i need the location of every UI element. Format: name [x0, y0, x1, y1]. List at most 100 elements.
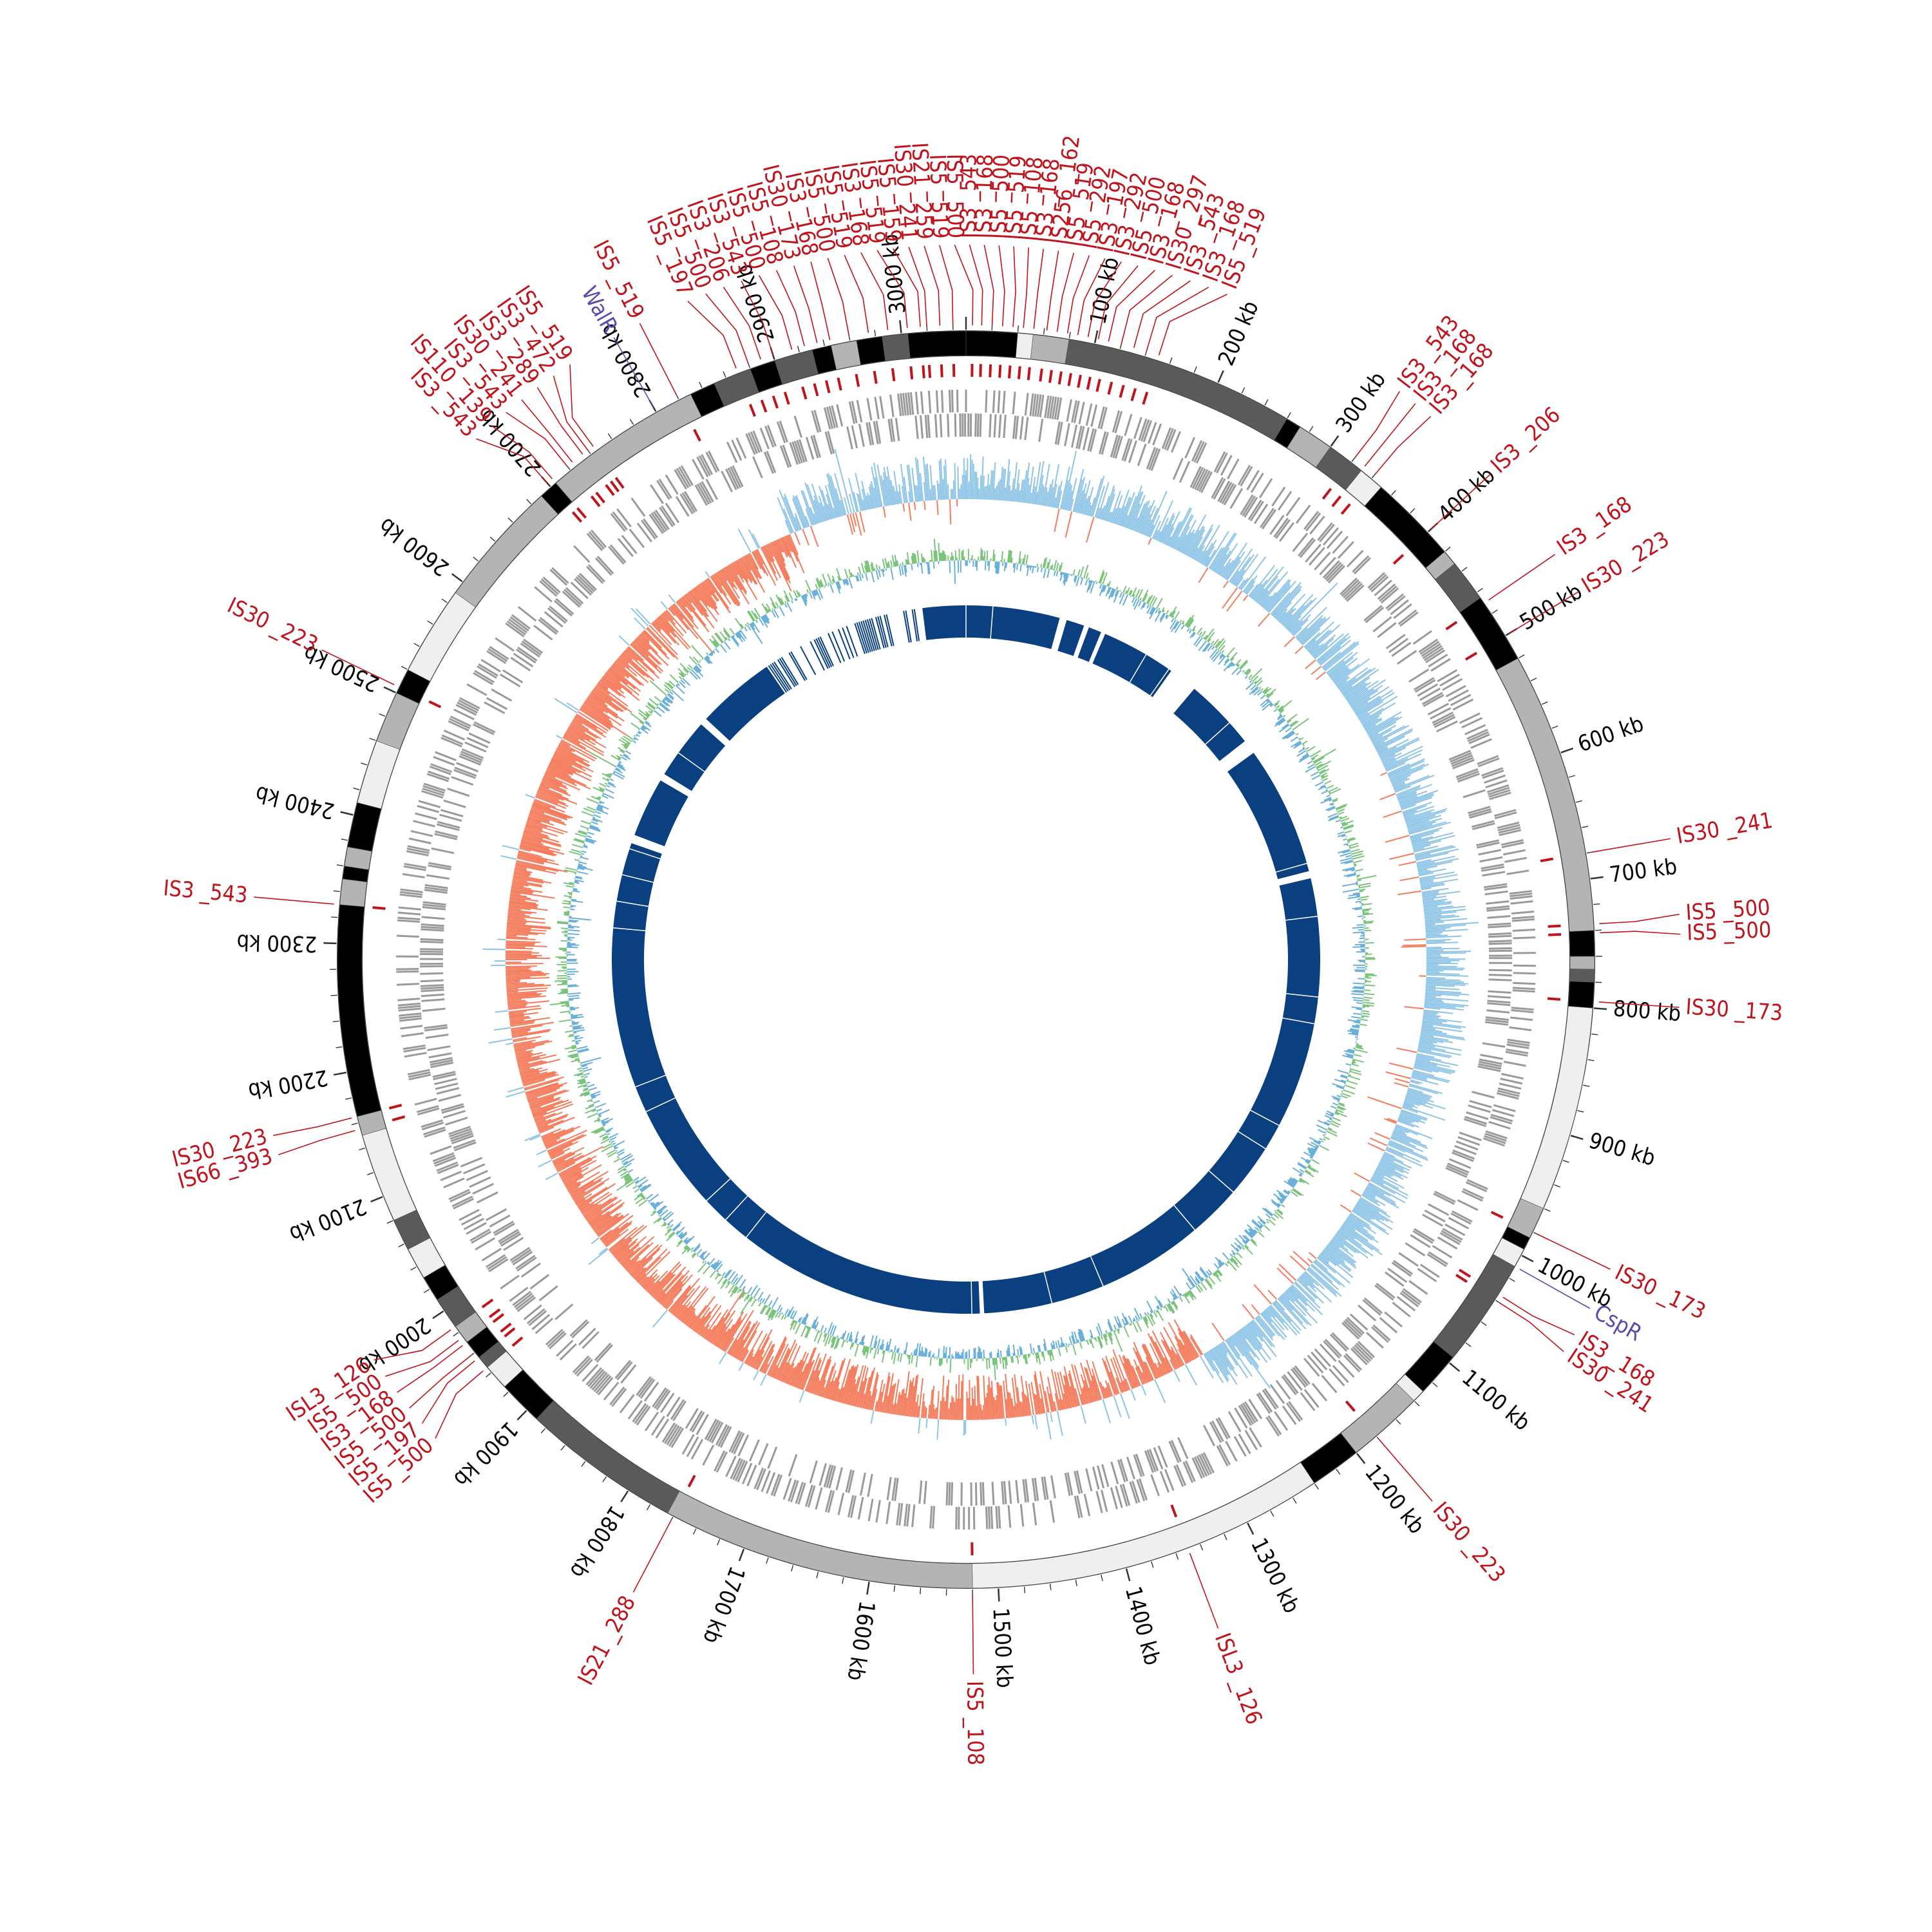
is-element-mark	[891, 368, 896, 382]
tick-label: 900 kb	[1586, 1128, 1658, 1171]
is-element-mark	[873, 370, 878, 384]
minor-tick	[330, 994, 337, 996]
genome-band	[1520, 1006, 1593, 1209]
major-tick	[1593, 1007, 1607, 1010]
minor-tick	[607, 433, 612, 439]
blast-hit-block	[922, 605, 966, 640]
is-element-mark	[590, 495, 601, 507]
blast-hit-block	[982, 878, 1320, 1314]
minor-tick	[401, 666, 408, 670]
band-track	[337, 330, 1595, 1589]
is-element-mark	[1321, 488, 1332, 500]
blast-hit-block	[1092, 634, 1171, 697]
minor-tick	[1554, 1184, 1560, 1188]
is-connector-line	[705, 293, 749, 365]
minor-tick	[1314, 1483, 1319, 1490]
is-element-label: IS3 _543	[956, 154, 982, 238]
genome-band	[1569, 956, 1595, 970]
is-element-mark	[1027, 367, 1031, 381]
minor-tick	[797, 346, 800, 353]
is-connector-line	[384, 1340, 459, 1377]
is-connector-line	[893, 248, 921, 327]
tick-label: 1300 kb	[1245, 1534, 1305, 1617]
is-connector-line	[1023, 247, 1029, 328]
tick-label: 1900 kb	[448, 1416, 523, 1492]
blast-hit-block	[1227, 753, 1309, 880]
gc-content-below	[566, 560, 1366, 1359]
is-connector-line	[632, 1520, 672, 1593]
minor-tick	[427, 620, 433, 625]
is-element-label: IS5 _108	[961, 1681, 988, 1766]
minor-tick	[766, 1557, 769, 1564]
is-element-mark	[1548, 933, 1562, 936]
tick-label: 1600 kb	[842, 1599, 880, 1682]
major-tick	[370, 1196, 383, 1203]
is-connector-line	[1499, 1302, 1564, 1352]
is-connector-line	[1510, 591, 1580, 634]
is-connector-line	[775, 270, 805, 346]
minor-tick	[602, 1476, 607, 1482]
is-connector-line	[278, 1130, 355, 1155]
is-element-label: IS30 _173	[1685, 994, 1783, 1026]
is-connector-line	[321, 649, 395, 685]
minor-tick	[893, 1585, 896, 1592]
is-element-mark	[372, 906, 386, 910]
genome-band	[1030, 334, 1070, 365]
regulator-connector-line	[1519, 1269, 1591, 1309]
is-connector-line	[1374, 416, 1432, 475]
is-connector-line	[1598, 1001, 1680, 1009]
is-connector-line	[939, 245, 954, 326]
tick-label: 3000 kb	[877, 232, 911, 315]
is-element-mark	[1392, 554, 1405, 565]
is-element-mark	[392, 1115, 406, 1122]
is-element-mark	[1048, 370, 1053, 383]
genome-band	[965, 330, 1018, 358]
minor-tick	[1492, 609, 1498, 614]
is-element-label: IS30 _223	[1428, 1497, 1511, 1587]
is-element-mark	[824, 380, 831, 393]
tick-label: 2400 kb	[253, 781, 337, 824]
is-element-mark	[1540, 857, 1554, 862]
minor-tick	[1432, 1382, 1438, 1388]
tick-label: 1800 kb	[564, 1501, 629, 1583]
is-element-label: IS5 _519	[924, 154, 953, 240]
minor-tick	[336, 1046, 343, 1048]
minor-tick	[453, 1332, 459, 1337]
minor-tick	[473, 556, 479, 562]
is-connector-line	[758, 275, 793, 350]
minor-tick	[692, 1528, 697, 1535]
is-connector-line	[1502, 1296, 1575, 1336]
minor-tick	[486, 1372, 491, 1378]
is-element-mark	[1340, 503, 1351, 515]
is-element-label: IS3 _206	[1486, 402, 1566, 478]
is-connector-line	[972, 1593, 974, 1674]
blast-hit-block	[1057, 620, 1084, 656]
is-connector-line	[536, 387, 583, 455]
is-element-mark	[571, 511, 583, 523]
major-tick	[1094, 330, 1099, 343]
is-element-mark	[428, 700, 442, 708]
is-element-label: IS5 _500	[1687, 917, 1772, 946]
genome-band	[536, 1400, 680, 1513]
is-element-mark	[909, 366, 914, 380]
major-tick	[1330, 435, 1340, 447]
minor-tick	[723, 371, 726, 378]
is-connector-line	[272, 1117, 352, 1136]
major-tick	[998, 1588, 1000, 1602]
minor-tick	[646, 1504, 651, 1511]
tick-label: 800 kb	[1613, 996, 1682, 1027]
major-tick	[516, 1410, 527, 1421]
minor-tick	[1043, 328, 1045, 335]
is-connector-line	[409, 1355, 471, 1409]
gene-track	[395, 390, 1536, 1530]
minor-tick	[1582, 826, 1589, 828]
is-element-label: IS5 _500	[1685, 895, 1771, 925]
genome-band	[1567, 981, 1595, 1009]
tick-label: 600 kb	[1575, 711, 1647, 757]
is-connector-line	[983, 245, 994, 326]
is-connector-line	[1158, 294, 1228, 355]
is-connector-line	[553, 375, 589, 451]
is-connector-line	[810, 261, 831, 341]
